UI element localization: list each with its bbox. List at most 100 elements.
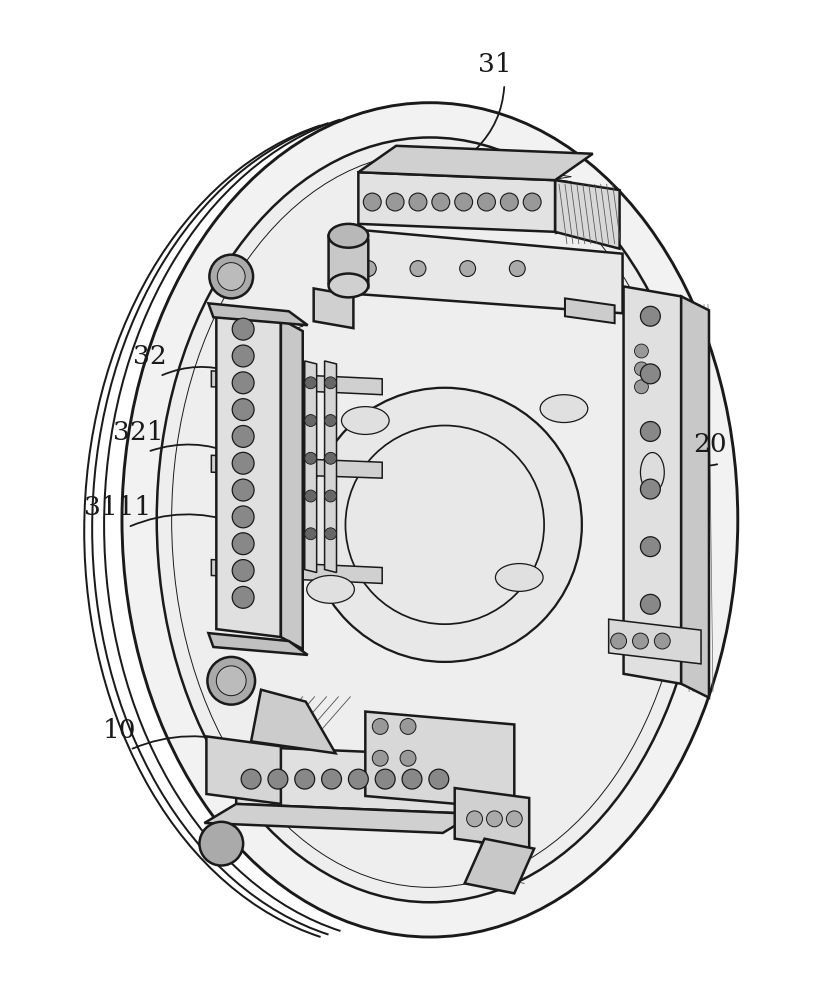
Circle shape xyxy=(500,193,518,211)
Polygon shape xyxy=(465,839,534,893)
Circle shape xyxy=(634,362,648,376)
Circle shape xyxy=(402,769,422,789)
Circle shape xyxy=(232,479,254,501)
Text: 31: 31 xyxy=(478,52,511,77)
Circle shape xyxy=(345,426,544,624)
Circle shape xyxy=(478,193,495,211)
Circle shape xyxy=(305,415,316,426)
Polygon shape xyxy=(212,455,382,478)
Circle shape xyxy=(268,769,288,789)
Polygon shape xyxy=(206,736,281,804)
Circle shape xyxy=(305,528,316,540)
Polygon shape xyxy=(208,303,307,325)
Ellipse shape xyxy=(157,137,703,902)
Circle shape xyxy=(218,263,245,290)
Ellipse shape xyxy=(199,822,243,866)
Ellipse shape xyxy=(495,564,543,591)
Circle shape xyxy=(634,380,648,394)
Circle shape xyxy=(375,769,396,789)
Circle shape xyxy=(363,193,382,211)
Ellipse shape xyxy=(209,255,253,298)
Ellipse shape xyxy=(329,224,368,248)
Circle shape xyxy=(634,344,648,358)
Circle shape xyxy=(232,533,254,555)
Polygon shape xyxy=(329,236,368,287)
Circle shape xyxy=(232,452,254,474)
Circle shape xyxy=(325,415,336,426)
Polygon shape xyxy=(365,712,514,809)
Text: 32: 32 xyxy=(133,344,166,369)
Circle shape xyxy=(232,586,254,608)
Polygon shape xyxy=(349,229,623,313)
Polygon shape xyxy=(624,286,681,684)
Circle shape xyxy=(232,345,254,367)
Circle shape xyxy=(523,193,541,211)
Polygon shape xyxy=(305,361,316,573)
Circle shape xyxy=(455,193,473,211)
Ellipse shape xyxy=(171,152,688,887)
Ellipse shape xyxy=(341,407,389,434)
Circle shape xyxy=(640,479,660,499)
Circle shape xyxy=(640,364,660,384)
Circle shape xyxy=(486,811,503,827)
Ellipse shape xyxy=(208,657,255,705)
Polygon shape xyxy=(325,361,336,573)
Polygon shape xyxy=(555,180,620,249)
Circle shape xyxy=(372,719,388,734)
Polygon shape xyxy=(217,311,281,637)
Circle shape xyxy=(640,537,660,557)
Circle shape xyxy=(654,633,670,649)
Circle shape xyxy=(305,377,316,389)
Circle shape xyxy=(509,261,525,277)
Ellipse shape xyxy=(640,453,664,492)
Circle shape xyxy=(410,261,426,277)
Polygon shape xyxy=(565,298,615,323)
Circle shape xyxy=(295,769,315,789)
Circle shape xyxy=(611,633,626,649)
Circle shape xyxy=(349,769,368,789)
Polygon shape xyxy=(455,788,529,849)
Text: 10: 10 xyxy=(103,718,137,743)
Polygon shape xyxy=(251,690,335,753)
Circle shape xyxy=(232,560,254,581)
Circle shape xyxy=(507,811,522,827)
Polygon shape xyxy=(212,560,382,583)
Polygon shape xyxy=(236,746,475,814)
Ellipse shape xyxy=(329,274,368,297)
Circle shape xyxy=(325,490,336,502)
Circle shape xyxy=(325,528,336,540)
Circle shape xyxy=(325,452,336,464)
Circle shape xyxy=(640,422,660,441)
Polygon shape xyxy=(281,319,302,649)
Circle shape xyxy=(217,666,246,696)
Circle shape xyxy=(321,769,341,789)
Circle shape xyxy=(305,490,316,502)
Polygon shape xyxy=(212,371,382,395)
Ellipse shape xyxy=(540,395,588,423)
Circle shape xyxy=(232,426,254,447)
Text: 20: 20 xyxy=(693,432,727,457)
Circle shape xyxy=(232,506,254,528)
Circle shape xyxy=(409,193,427,211)
Polygon shape xyxy=(208,633,307,655)
Circle shape xyxy=(305,452,316,464)
Circle shape xyxy=(640,306,660,326)
Circle shape xyxy=(460,261,475,277)
Polygon shape xyxy=(314,288,353,328)
Polygon shape xyxy=(609,619,701,664)
Circle shape xyxy=(307,388,582,662)
Text: 3111: 3111 xyxy=(84,495,152,520)
Circle shape xyxy=(232,372,254,394)
Circle shape xyxy=(640,594,660,614)
Circle shape xyxy=(432,193,450,211)
Ellipse shape xyxy=(122,103,737,937)
Polygon shape xyxy=(681,296,709,698)
Circle shape xyxy=(633,633,648,649)
Polygon shape xyxy=(629,331,701,396)
Circle shape xyxy=(428,769,449,789)
Circle shape xyxy=(400,719,416,734)
Polygon shape xyxy=(358,146,592,180)
Circle shape xyxy=(400,750,416,766)
Circle shape xyxy=(241,769,261,789)
Circle shape xyxy=(232,399,254,421)
